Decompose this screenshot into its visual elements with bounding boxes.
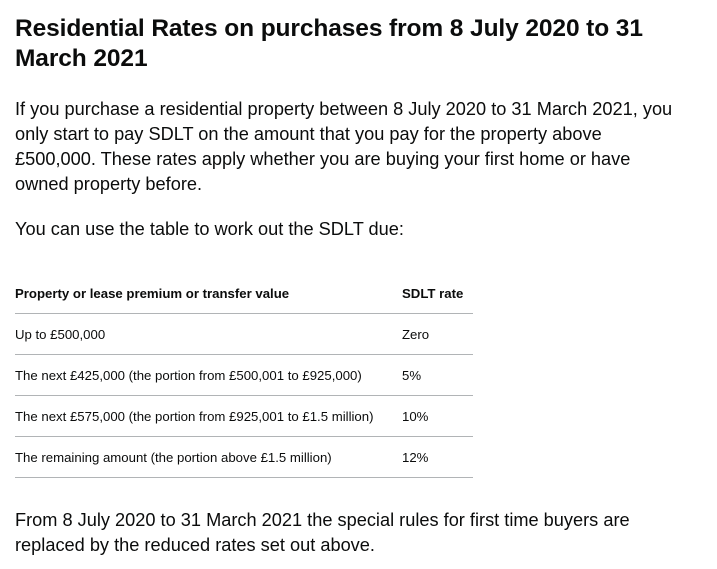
footer-paragraph: From 8 July 2020 to 31 March 2021 the sp… (15, 510, 630, 555)
page-heading: Residential Rates on purchases from 8 Ju… (15, 15, 643, 72)
table-header-row: Property or lease premium or transfer va… (15, 273, 473, 314)
sdlt-rates-table: Property or lease premium or transfer va… (15, 273, 473, 478)
column-header-rate: SDLT rate (402, 273, 473, 314)
table-cell-value: Up to £500,000 (15, 313, 402, 355)
table-cell-rate: 5% (402, 354, 473, 396)
table-intro-paragraph: You can use the table to work out the SD… (15, 219, 404, 239)
table-cell-rate: 12% (402, 436, 473, 478)
table-cell-rate: 10% (402, 395, 473, 437)
table-cell-value: The next £575,000 (the portion from £925… (15, 395, 402, 437)
table-row: The remaining amount (the portion above … (15, 436, 473, 478)
table-row: Up to £500,000 Zero (15, 313, 473, 355)
table-cell-rate: Zero (402, 313, 473, 355)
intro-paragraph: If you purchase a residential property b… (15, 99, 673, 194)
table-row: The next £425,000 (the portion from £500… (15, 354, 473, 396)
table-cell-value: The next £425,000 (the portion from £500… (15, 354, 402, 396)
table-row: The next £575,000 (the portion from £925… (15, 395, 473, 437)
table-cell-value: The remaining amount (the portion above … (15, 436, 402, 478)
column-header-value: Property or lease premium or transfer va… (15, 273, 402, 314)
